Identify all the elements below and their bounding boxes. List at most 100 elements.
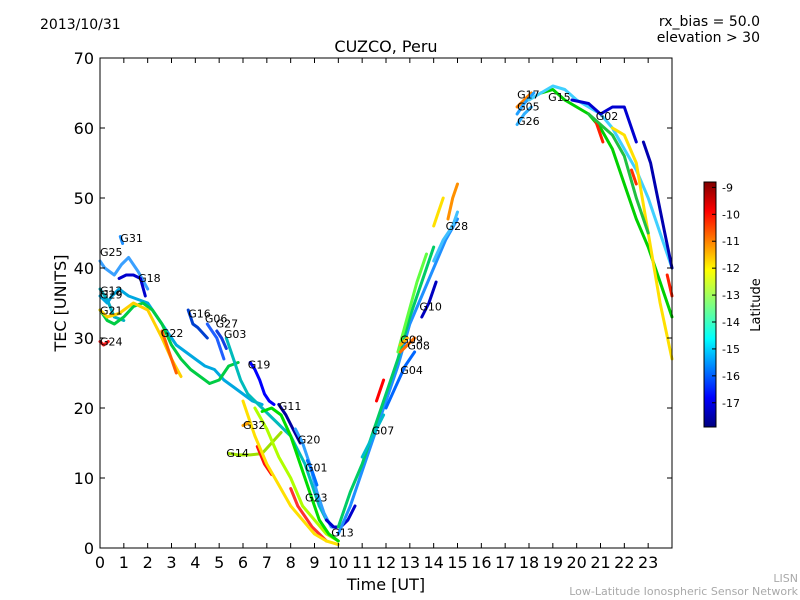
y-tick-label: 40 (74, 259, 94, 278)
prn-label-G20: G20 (298, 434, 321, 447)
series-G09 (398, 336, 409, 347)
prn-label-G24: G24 (100, 336, 123, 349)
colorbar-label: Latitude (749, 278, 764, 332)
series-G01 (305, 459, 319, 487)
series-G20 (293, 427, 340, 529)
prn-label-G16: G16 (188, 308, 211, 321)
colorbar-tick-label: -12 (722, 262, 740, 275)
prn-label-G02: G02 (596, 110, 619, 123)
x-tick-label: 9 (309, 553, 319, 572)
prn-label-G25: G25 (100, 246, 123, 259)
series-G32 (241, 421, 250, 427)
series-G17 (515, 91, 533, 109)
series-G16 (186, 308, 209, 340)
prn-label-G11: G11 (279, 400, 302, 413)
prn-label-G05: G05 (517, 100, 540, 113)
series-G26 (515, 105, 533, 126)
prn-label-G03: G03 (224, 328, 247, 341)
series-G02 (610, 126, 674, 361)
prn-label-G01: G01 (305, 462, 328, 475)
colorbar-tick-label: -11 (722, 235, 740, 248)
series-G21 (98, 301, 240, 385)
y-tick-label: 70 (74, 49, 94, 68)
series-G25 (98, 256, 150, 291)
x-tick-label: 23 (638, 553, 658, 572)
series-G28 (432, 210, 459, 263)
series-G24 (98, 340, 110, 347)
colorbar-tick-label: -9 (722, 181, 733, 194)
series-G10 (420, 280, 438, 319)
series-Red3 (594, 119, 605, 144)
rx-bias-label: rx_bias = 50.0 (658, 14, 760, 30)
colorbar (703, 181, 717, 428)
x-tick-label: 3 (166, 553, 176, 572)
series-G05 (515, 91, 536, 116)
x-tick-label: 5 (214, 553, 224, 572)
prn-label-G27: G27 (216, 317, 239, 330)
series-Blu (570, 98, 638, 144)
series-G06 (205, 322, 226, 361)
series-G22b (160, 329, 178, 375)
prn-label-G07: G07 (372, 424, 395, 437)
series-G29 (98, 287, 264, 406)
prn-label-G10: G10 (419, 301, 442, 314)
elevation-label: elevation > 30 (656, 30, 760, 46)
series-Red1 (375, 378, 386, 403)
x-tick-label: 11 (352, 553, 372, 572)
series-Orng (446, 182, 459, 221)
x-tick-label: 7 (262, 553, 272, 572)
series-Late (641, 140, 674, 270)
x-axis-label: Time [UT] (346, 575, 425, 594)
series-Gr1 (260, 406, 340, 543)
series-Red2 (665, 273, 674, 298)
date-label: 2013/10/31 (40, 17, 121, 33)
colorbar-ticks: -9 -10 -11 -12 -13 -14 -15 -16 -17 (712, 181, 740, 410)
prn-label-G08: G08 (407, 340, 430, 353)
prn-label-G23: G23 (305, 492, 328, 505)
series-Rise2 (336, 245, 436, 529)
x-tick-label: 16 (471, 553, 491, 572)
series-Y2 (253, 406, 340, 543)
series-Rise1 (336, 217, 459, 536)
series-G19 (248, 361, 276, 406)
x-tick-label: 19 (543, 553, 563, 572)
watermark-line1: LISN (773, 572, 798, 585)
y-tick-label: 0 (84, 539, 94, 558)
x-tick-label: 20 (566, 553, 586, 572)
prn-label-G12: G12 (100, 284, 123, 297)
series-Grn2 (587, 112, 650, 235)
metadata-box: rx_bias = 50.0 elevation > 30 (657, 14, 760, 46)
x-tick-label: 15 (447, 553, 467, 572)
x-tick-label: 17 (495, 553, 515, 572)
series-G08 (398, 336, 417, 354)
x-tick-label: 1 (119, 553, 129, 572)
series-G04 (384, 350, 417, 410)
prn-label-G09: G09 (400, 333, 423, 346)
series-layer (98, 84, 674, 546)
prn-label-G15: G15 (548, 91, 571, 104)
y-tick-label: 20 (74, 399, 94, 418)
series-G18 (117, 273, 147, 298)
prn-label-G31: G31 (120, 232, 143, 245)
prn-label-G26: G26 (517, 115, 540, 128)
prn-label-G14: G14 (226, 447, 249, 460)
colorbar-tick-label: -10 (722, 208, 740, 221)
x-tick-label: 10 (328, 553, 348, 572)
prn-label-G32: G32 (243, 419, 266, 432)
prn-label-G28: G28 (446, 220, 469, 233)
prn-label-G29: G29 (100, 289, 123, 302)
prn-label-G19: G19 (248, 359, 271, 372)
x-tick-label: 0 (95, 553, 105, 572)
series-Rise3 (396, 252, 428, 354)
series-G07 (360, 413, 386, 459)
x-tick-label: 2 (143, 553, 153, 572)
colorbar-tick-label: -17 (722, 397, 740, 410)
watermark: LISN Low-Latitude Ionospheric Sensor Net… (569, 572, 798, 598)
x-tick-label: 22 (614, 553, 634, 572)
x-tick-label: 8 (286, 553, 296, 572)
y-tick-label: 30 (74, 329, 94, 348)
prn-label-G06: G06 (205, 312, 228, 325)
series-Yel (432, 196, 445, 228)
